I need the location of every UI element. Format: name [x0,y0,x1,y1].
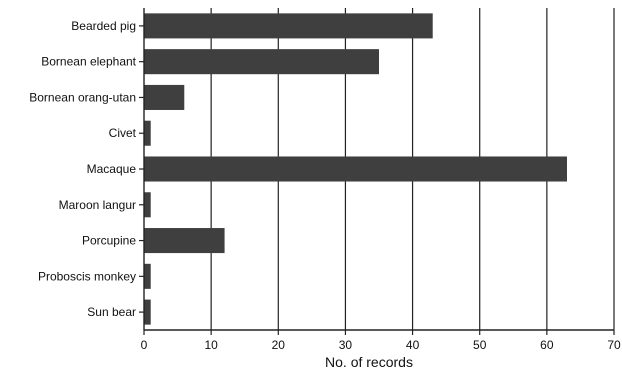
x-ticks: 0 10 20 30 40 50 60 70 [141,330,621,352]
x-tick-label: 40 [406,338,420,352]
x-tick-label: 50 [473,338,487,352]
x-tick-label: 20 [272,338,286,352]
category-label: Civet [109,126,137,140]
category-labels: Bearded pig Bornean elephant Bornean orang… [29,19,144,319]
category-label: Maroon langur [59,198,136,212]
x-tick-label: 30 [339,338,353,352]
category-label: Macaque [87,162,137,176]
bar-civet [144,120,151,146]
category-label: Sun bear [87,305,136,319]
bar-bornean-elephant [144,49,379,75]
bars [144,13,567,325]
x-tick-label: 0 [141,338,148,352]
bar-bearded-pig [144,13,433,39]
x-axis-title: No. of records [325,354,413,370]
bar-maroon-langur [144,192,151,218]
bar-bornean-orang-utan [144,84,185,110]
category-label: Bornean orang-utan [29,90,136,104]
category-label: Bearded pig [71,19,136,33]
bar-sun-bear [144,299,151,325]
bar-porcupine [144,228,225,254]
bar-macaque [144,156,567,182]
category-label: Porcupine [82,234,136,248]
x-tick-label: 60 [540,338,554,352]
category-label: Proboscis monkey [38,269,136,283]
bar-proboscis-monkey [144,263,151,289]
x-tick-label: 10 [204,338,218,352]
x-tick-label: 70 [607,338,621,352]
category-label: Bornean elephant [41,55,136,69]
